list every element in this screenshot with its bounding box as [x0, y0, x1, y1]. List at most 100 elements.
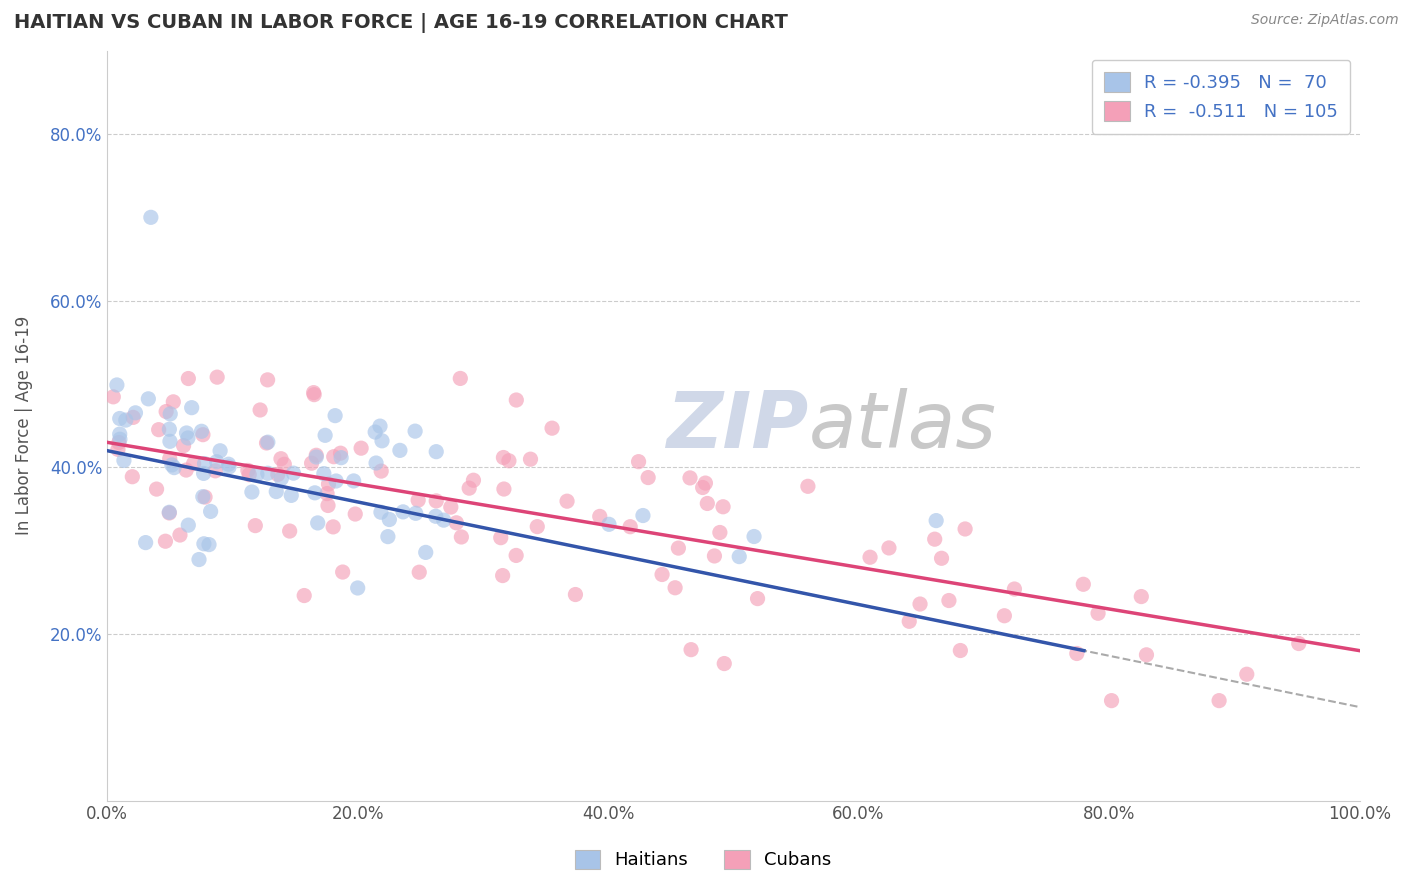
- Point: [256, 467, 278, 481]
- Point: [138, 392, 160, 406]
- Point: [322, 520, 344, 534]
- Point: [283, 466, 305, 480]
- Point: [370, 464, 392, 478]
- Point: [350, 441, 373, 455]
- Point: [323, 409, 346, 423]
- Point: [160, 458, 183, 472]
- Point: [312, 467, 335, 481]
- Point: [108, 427, 131, 442]
- Point: [505, 392, 527, 407]
- Point: [209, 443, 232, 458]
- Point: [1208, 693, 1230, 707]
- Point: [433, 513, 456, 527]
- Point: [200, 504, 222, 518]
- Point: [180, 401, 202, 415]
- Point: [651, 567, 673, 582]
- Point: [405, 506, 427, 520]
- Point: [205, 455, 228, 469]
- Point: [666, 541, 689, 555]
- Point: [318, 477, 340, 491]
- Point: [105, 378, 128, 392]
- Point: [458, 481, 481, 495]
- Point: [176, 425, 198, 440]
- Point: [797, 479, 820, 493]
- Point: [938, 593, 960, 607]
- Point: [993, 608, 1015, 623]
- Point: [157, 506, 180, 520]
- Point: [953, 522, 976, 536]
- Point: [332, 565, 354, 579]
- Point: [122, 410, 145, 425]
- Point: [859, 550, 882, 565]
- Point: [256, 373, 278, 387]
- Text: Source: ZipAtlas.com: Source: ZipAtlas.com: [1251, 13, 1399, 28]
- Point: [877, 541, 900, 555]
- Point: [526, 519, 548, 533]
- Point: [924, 532, 946, 546]
- Point: [264, 484, 287, 499]
- Point: [709, 525, 731, 540]
- Point: [505, 549, 527, 563]
- Point: [155, 404, 177, 418]
- Point: [631, 508, 654, 523]
- Y-axis label: In Labor Force | Age 16-19: In Labor Force | Age 16-19: [15, 316, 32, 535]
- Legend: R = -0.395   N =  70, R =  -0.511   N = 105: R = -0.395 N = 70, R = -0.511 N = 105: [1091, 60, 1351, 134]
- Point: [728, 549, 751, 564]
- Point: [681, 642, 703, 657]
- Point: [103, 390, 125, 404]
- Point: [1288, 636, 1310, 650]
- Point: [302, 387, 325, 401]
- Point: [378, 512, 401, 526]
- Point: [108, 435, 131, 450]
- Point: [302, 385, 325, 400]
- Point: [449, 371, 471, 385]
- Point: [238, 467, 260, 482]
- Point: [246, 467, 269, 482]
- Point: [135, 535, 157, 549]
- Point: [191, 490, 214, 504]
- Point: [364, 425, 387, 439]
- Point: [218, 459, 240, 474]
- Point: [627, 455, 650, 469]
- Point: [637, 470, 659, 484]
- Point: [1002, 582, 1025, 596]
- Point: [713, 657, 735, 671]
- Point: [198, 538, 221, 552]
- Point: [440, 500, 463, 515]
- Point: [163, 460, 186, 475]
- Point: [177, 518, 200, 533]
- Point: [703, 549, 725, 563]
- Legend: Haitians, Cubans: Haitians, Cubans: [565, 840, 841, 879]
- Point: [747, 591, 769, 606]
- Point: [1066, 647, 1088, 661]
- Point: [325, 474, 347, 488]
- Point: [925, 514, 948, 528]
- Point: [114, 413, 136, 427]
- Point: [555, 494, 578, 508]
- Point: [406, 493, 429, 508]
- Point: [188, 552, 211, 566]
- Point: [205, 370, 228, 384]
- Point: [314, 428, 336, 442]
- Point: [112, 453, 135, 467]
- Point: [463, 473, 485, 487]
- Point: [949, 643, 972, 657]
- Point: [1071, 577, 1094, 591]
- Point: [278, 524, 301, 538]
- Point: [193, 537, 215, 551]
- Point: [425, 444, 447, 458]
- Point: [236, 463, 259, 477]
- Point: [368, 419, 391, 434]
- Point: [322, 450, 344, 464]
- Point: [425, 509, 447, 524]
- Point: [108, 411, 131, 425]
- Point: [492, 482, 515, 496]
- Point: [270, 451, 292, 466]
- Point: [256, 436, 278, 450]
- Point: [169, 528, 191, 542]
- Point: [183, 457, 205, 471]
- Point: [1236, 667, 1258, 681]
- Point: [1135, 648, 1157, 662]
- Point: [148, 423, 170, 437]
- Point: [305, 448, 328, 462]
